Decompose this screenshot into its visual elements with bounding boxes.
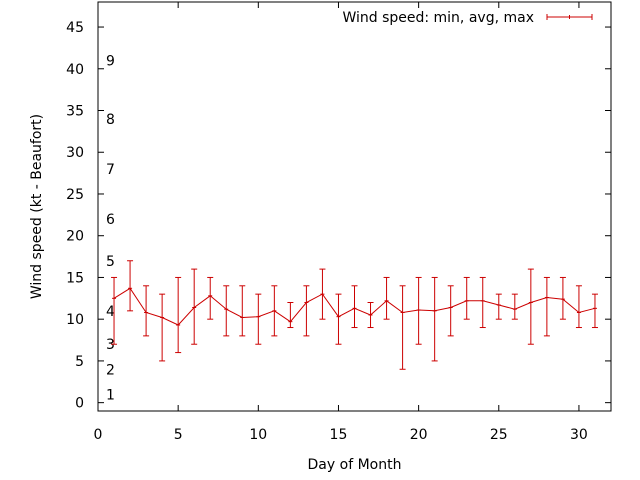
data-point: [351, 285, 358, 329]
data-series: [111, 260, 598, 370]
beaufort-label: 9: [106, 53, 115, 69]
x-tick-label: 25: [490, 427, 508, 443]
y-tick-label: 0: [75, 396, 84, 412]
data-point: [319, 268, 326, 320]
data-point: [479, 276, 486, 329]
beaufort-labels: 1 2 3 4 5 6 7 8 9: [106, 53, 115, 403]
data-point: [127, 260, 134, 312]
data-point: [191, 268, 198, 345]
beaufort-label: 6: [106, 212, 115, 228]
data-point: [111, 276, 118, 345]
x-axis-label: Day of Month: [308, 457, 402, 473]
data-point: [447, 285, 454, 337]
data-point: [367, 301, 374, 329]
data-point: [431, 276, 438, 362]
y-tick-label: 45: [66, 20, 84, 36]
x-tick-label: 30: [570, 427, 588, 443]
legend-sample: [546, 14, 593, 20]
data-point: [575, 285, 582, 329]
data-point: [495, 293, 502, 320]
y-tick-label: 35: [66, 104, 84, 120]
y-tick-label: 25: [66, 187, 84, 203]
data-point: [511, 293, 518, 320]
y-tick-label: 30: [66, 145, 84, 161]
x-tick-label: 20: [410, 427, 428, 443]
data-point: [559, 276, 566, 320]
x-tick-label: 0: [94, 427, 103, 443]
data-point: [239, 285, 246, 337]
data-point: [271, 285, 278, 337]
beaufort-label: 7: [106, 162, 115, 178]
data-point: [143, 285, 150, 337]
y-tick-label: 15: [66, 270, 84, 286]
data-point: [415, 276, 422, 345]
x-tick-label: 15: [330, 427, 348, 443]
data-point: [207, 276, 214, 320]
y-axis-label: Wind speed (kt - Beaufort): [29, 114, 45, 299]
data-point: [335, 293, 342, 345]
y-tick-label: 20: [66, 229, 84, 245]
beaufort-label: 4: [106, 304, 115, 320]
data-point: [591, 293, 598, 329]
plot-frame: [97, 1, 612, 412]
data-point: [399, 285, 406, 370]
data-point: [223, 285, 230, 337]
y-tick-label: 10: [66, 312, 84, 328]
data-point: [383, 276, 390, 320]
data-point: [463, 276, 470, 320]
data-point: [255, 293, 262, 345]
y-tick-label: 5: [75, 354, 84, 370]
y-tick-label: 40: [66, 62, 84, 78]
data-point: [527, 268, 534, 345]
beaufort-label: 2: [106, 362, 115, 378]
x-tick-label: 10: [249, 427, 267, 443]
data-point: [159, 293, 166, 362]
beaufort-label: 5: [106, 254, 115, 270]
beaufort-label: 1: [106, 387, 115, 403]
data-point: [303, 285, 310, 337]
beaufort-label: 3: [106, 337, 115, 353]
data-point: [175, 276, 182, 354]
data-point: [287, 301, 294, 329]
legend-label: Wind speed: min, avg, max: [342, 10, 534, 26]
data-point: [543, 276, 550, 337]
x-tick-label: 5: [174, 427, 183, 443]
beaufort-label: 8: [106, 112, 115, 128]
legend: Wind speed: min, avg, max: [342, 10, 593, 26]
